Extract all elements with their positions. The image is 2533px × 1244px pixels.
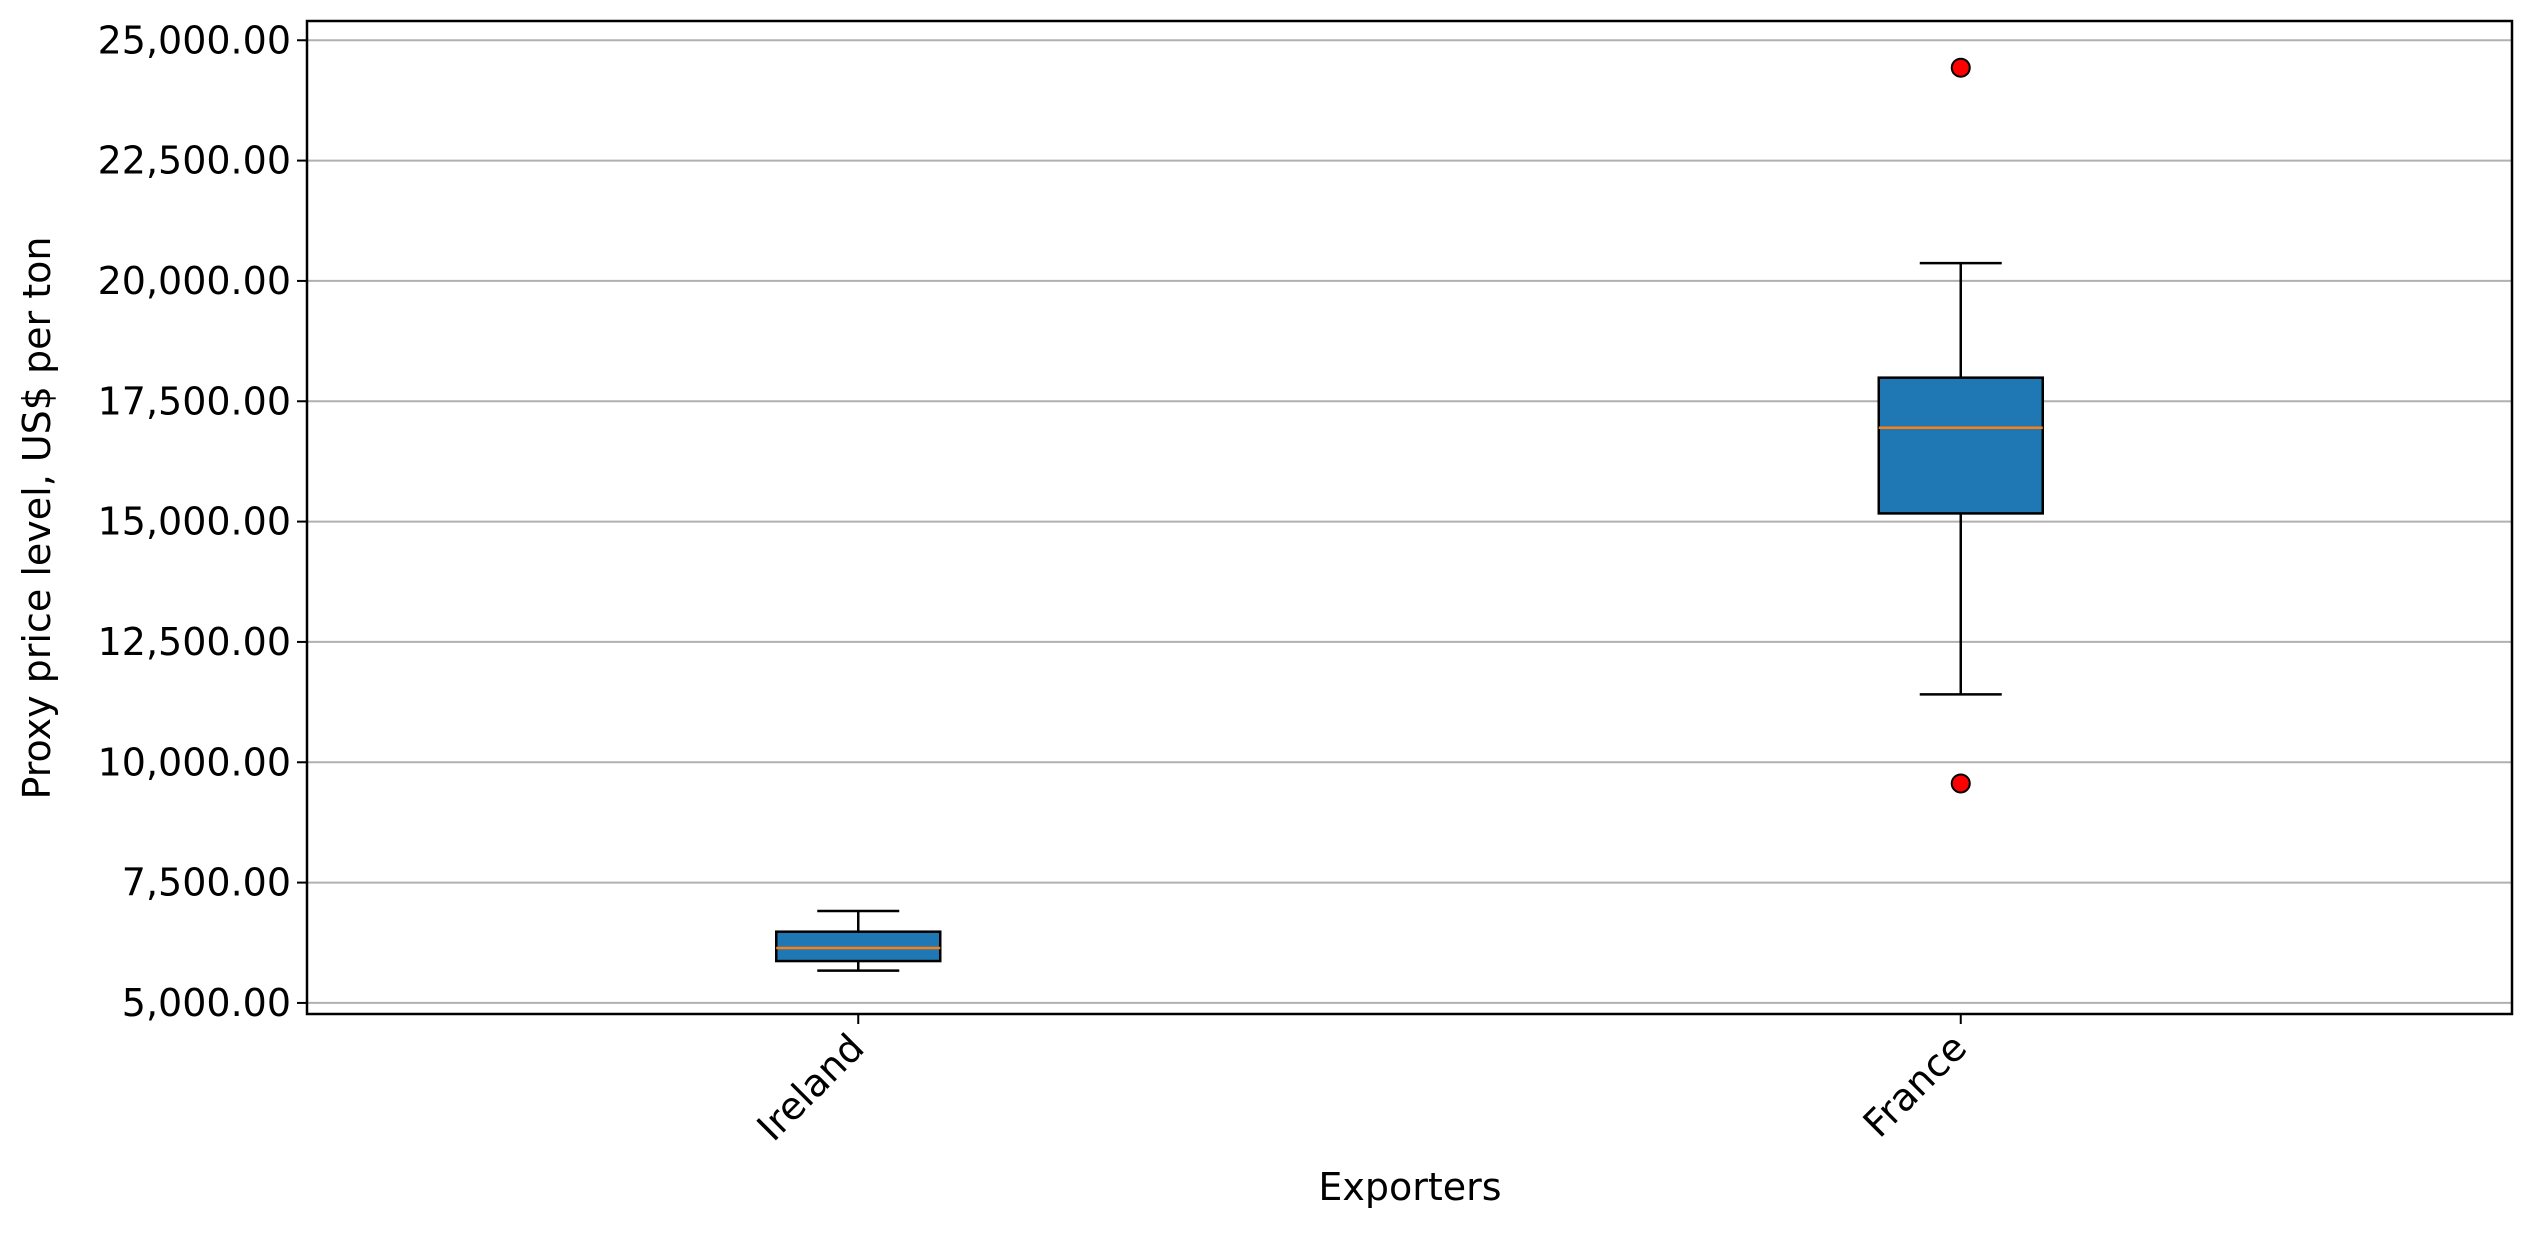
y-tick-label: 12,500.00 [98,620,291,664]
y-tick-label: 17,500.00 [98,379,291,423]
x-axis-label: Exporters [1318,1165,1501,1209]
outlier [1950,57,1971,78]
y-axis-label: Proxy price level, US$ per ton [15,237,59,800]
x-tick-label: France [1855,1025,1975,1145]
plot-frame [305,19,2514,1016]
y-tick-label: 7,500.00 [122,861,291,905]
outlier [1950,773,1971,794]
y-tick-label: 5,000.00 [122,981,291,1025]
x-tick-label: Ireland [749,1025,873,1149]
box [1877,376,2044,515]
y-tick-label: 25,000.00 [98,18,291,62]
y-tick-label: 20,000.00 [98,259,291,303]
y-tick-label: 10,000.00 [98,740,291,784]
box [775,930,942,963]
y-tick-label: 22,500.00 [98,139,291,183]
y-tick-label: 15,000.00 [98,500,291,544]
